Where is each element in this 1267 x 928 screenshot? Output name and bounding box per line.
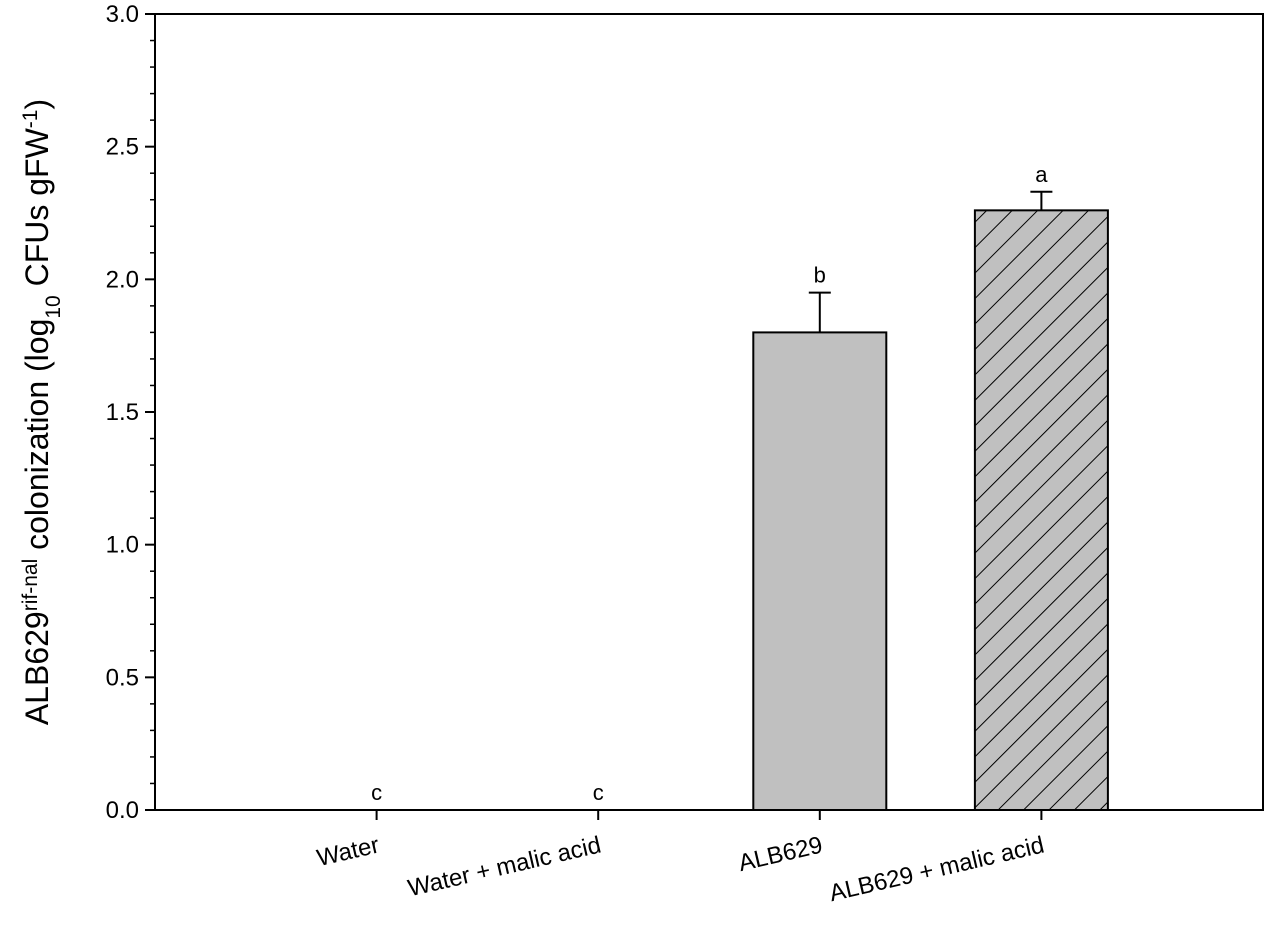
y-tick-label: 0.5	[106, 664, 139, 691]
y-label-part: 10	[42, 295, 65, 318]
x-tick-label: Water	[314, 832, 382, 873]
bar	[973, 209, 1109, 811]
y-axis-label: ALB629rif-nal colonization (log10 CFUs g…	[19, 99, 65, 725]
y-label-part: -1	[19, 109, 42, 128]
y-tick-label: 3.0	[106, 1, 139, 28]
y-tick-label: 1.0	[106, 532, 139, 559]
y-label-part: )	[19, 99, 55, 110]
y-tick-label: 1.5	[106, 399, 139, 426]
y-label-part: rif-nal	[19, 559, 42, 612]
significance-letter: c	[593, 780, 604, 805]
y-tick-label: 0.0	[106, 797, 139, 824]
x-tick-label: ALB629	[736, 832, 825, 878]
y-label-part: CFUs gFW	[19, 127, 55, 295]
y-tick-label: 2.0	[106, 266, 139, 293]
significance-letter: b	[814, 263, 826, 288]
significance-letter: a	[1035, 162, 1048, 187]
y-tick-label: 2.5	[106, 134, 139, 161]
x-tick-label: ALB629 + malic acid	[827, 832, 1047, 908]
significance-letter: c	[371, 780, 382, 805]
y-label-part: colonization (log	[19, 319, 55, 559]
x-tick-label: Water + malic acid	[405, 832, 603, 903]
y-label-part: ALB629	[19, 611, 55, 725]
bar	[752, 331, 888, 811]
